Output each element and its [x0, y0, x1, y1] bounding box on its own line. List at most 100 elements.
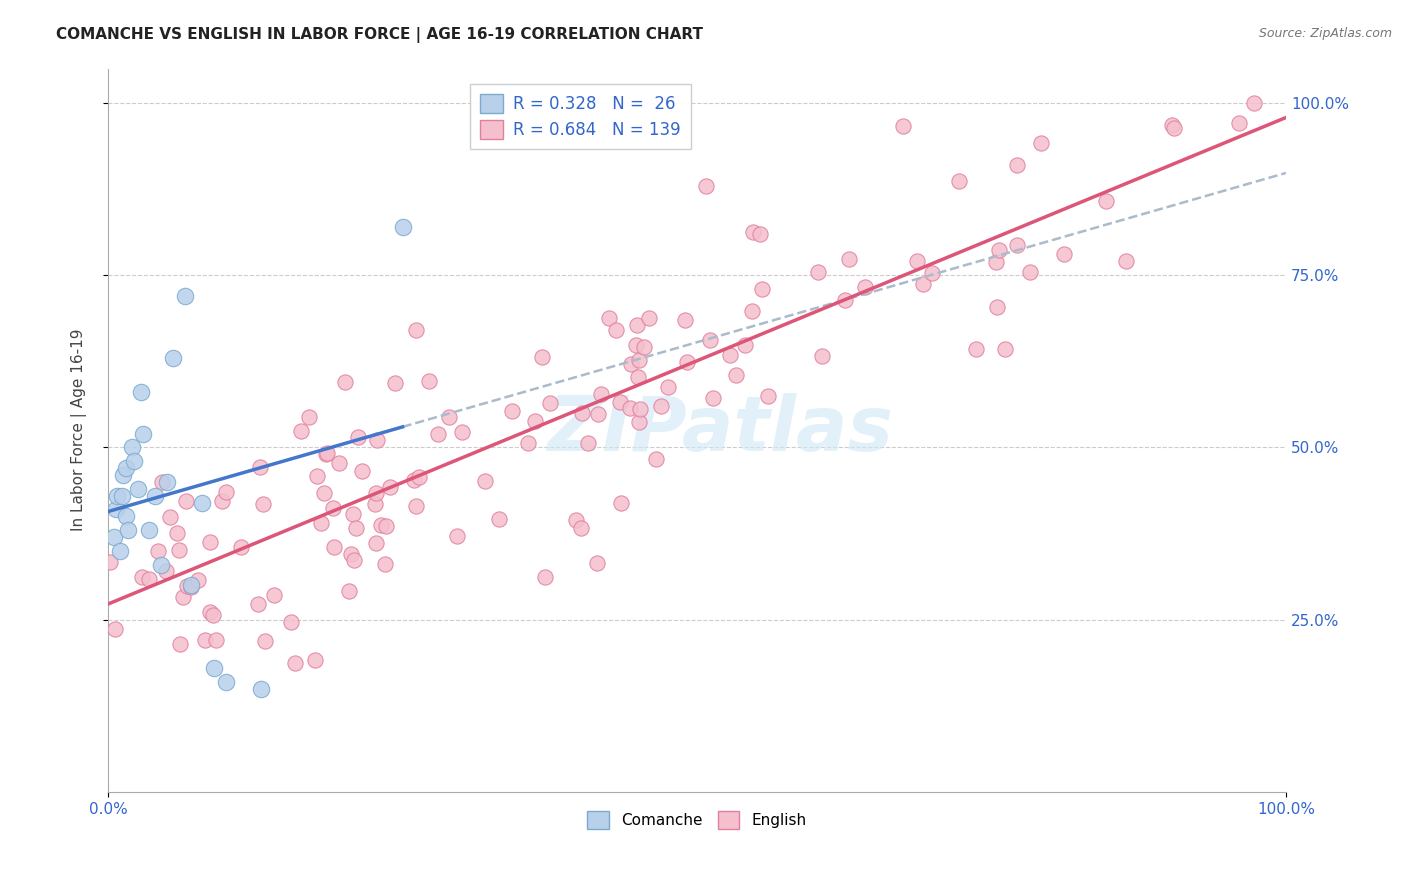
Point	[439, 409, 461, 424]
Point	[720, 348, 742, 362]
Point	[249, 459, 271, 474]
Point	[253, 634, 276, 648]
Point	[162, 351, 184, 365]
Point	[340, 547, 363, 561]
Point	[375, 518, 398, 533]
Point	[1019, 265, 1042, 279]
Point	[699, 333, 721, 347]
Point	[202, 607, 225, 622]
Point	[98, 555, 121, 569]
Point	[418, 374, 440, 388]
Point	[605, 323, 627, 337]
Point	[384, 376, 406, 390]
Point	[104, 622, 127, 636]
Point	[304, 653, 326, 667]
Point	[364, 497, 387, 511]
Point	[155, 564, 177, 578]
Point	[150, 558, 173, 572]
Point	[391, 219, 413, 234]
Point	[650, 400, 672, 414]
Point	[675, 355, 697, 369]
Point	[215, 674, 238, 689]
Point	[231, 540, 253, 554]
Point	[366, 433, 388, 447]
Point	[628, 415, 651, 429]
Point	[488, 512, 510, 526]
Point	[107, 489, 129, 503]
Point	[427, 427, 450, 442]
Point	[114, 509, 136, 524]
Point	[734, 337, 756, 351]
Y-axis label: In Labor Force | Age 16-19: In Labor Force | Age 16-19	[72, 329, 87, 532]
Point	[322, 540, 344, 554]
Point	[811, 349, 834, 363]
Point	[571, 521, 593, 535]
Point	[180, 578, 202, 592]
Point	[1005, 238, 1028, 252]
Point	[322, 501, 344, 516]
Point	[138, 523, 160, 537]
Point	[191, 495, 214, 509]
Point	[911, 277, 934, 291]
Point	[724, 368, 747, 383]
Text: COMANCHE VS ENGLISH IN LABOR FORCE | AGE 16-19 CORRELATION CHART: COMANCHE VS ENGLISH IN LABOR FORCE | AGE…	[56, 27, 703, 43]
Legend: Comanche, English: Comanche, English	[581, 805, 813, 835]
Point	[108, 544, 131, 558]
Point	[1243, 95, 1265, 110]
Point	[517, 435, 540, 450]
Point	[474, 474, 496, 488]
Point	[853, 280, 876, 294]
Point	[202, 661, 225, 675]
Point	[205, 633, 228, 648]
Point	[114, 461, 136, 475]
Point	[657, 380, 679, 394]
Point	[315, 448, 337, 462]
Point	[405, 499, 427, 513]
Point	[328, 456, 350, 470]
Point	[533, 570, 555, 584]
Point	[172, 590, 194, 604]
Point	[834, 293, 856, 308]
Point	[364, 486, 387, 500]
Point	[127, 482, 149, 496]
Point	[741, 225, 763, 239]
Point	[628, 402, 651, 417]
Point	[333, 375, 356, 389]
Point	[343, 553, 366, 567]
Point	[628, 352, 651, 367]
Point	[263, 588, 285, 602]
Point	[610, 496, 633, 510]
Point	[280, 615, 302, 629]
Point	[166, 526, 188, 541]
Point	[405, 322, 427, 336]
Point	[626, 318, 648, 333]
Text: Source: ZipAtlas.com: Source: ZipAtlas.com	[1258, 27, 1392, 40]
Point	[105, 502, 128, 516]
Point	[198, 534, 221, 549]
Point	[312, 486, 335, 500]
Point	[252, 497, 274, 511]
Point	[609, 394, 631, 409]
Point	[156, 475, 179, 489]
Point	[988, 244, 1011, 258]
Point	[198, 605, 221, 619]
Point	[186, 573, 208, 587]
Point	[112, 468, 135, 483]
Point	[337, 583, 360, 598]
Point	[169, 542, 191, 557]
Point	[131, 570, 153, 584]
Point	[138, 572, 160, 586]
Point	[589, 387, 612, 401]
Point	[905, 254, 928, 268]
Point	[347, 430, 370, 444]
Point	[627, 370, 650, 384]
Point	[986, 300, 1008, 314]
Point	[408, 470, 430, 484]
Point	[366, 536, 388, 550]
Point	[702, 391, 724, 405]
Point	[948, 174, 970, 188]
Point	[316, 445, 339, 459]
Point	[111, 489, 134, 503]
Point	[751, 282, 773, 296]
Point	[211, 494, 233, 508]
